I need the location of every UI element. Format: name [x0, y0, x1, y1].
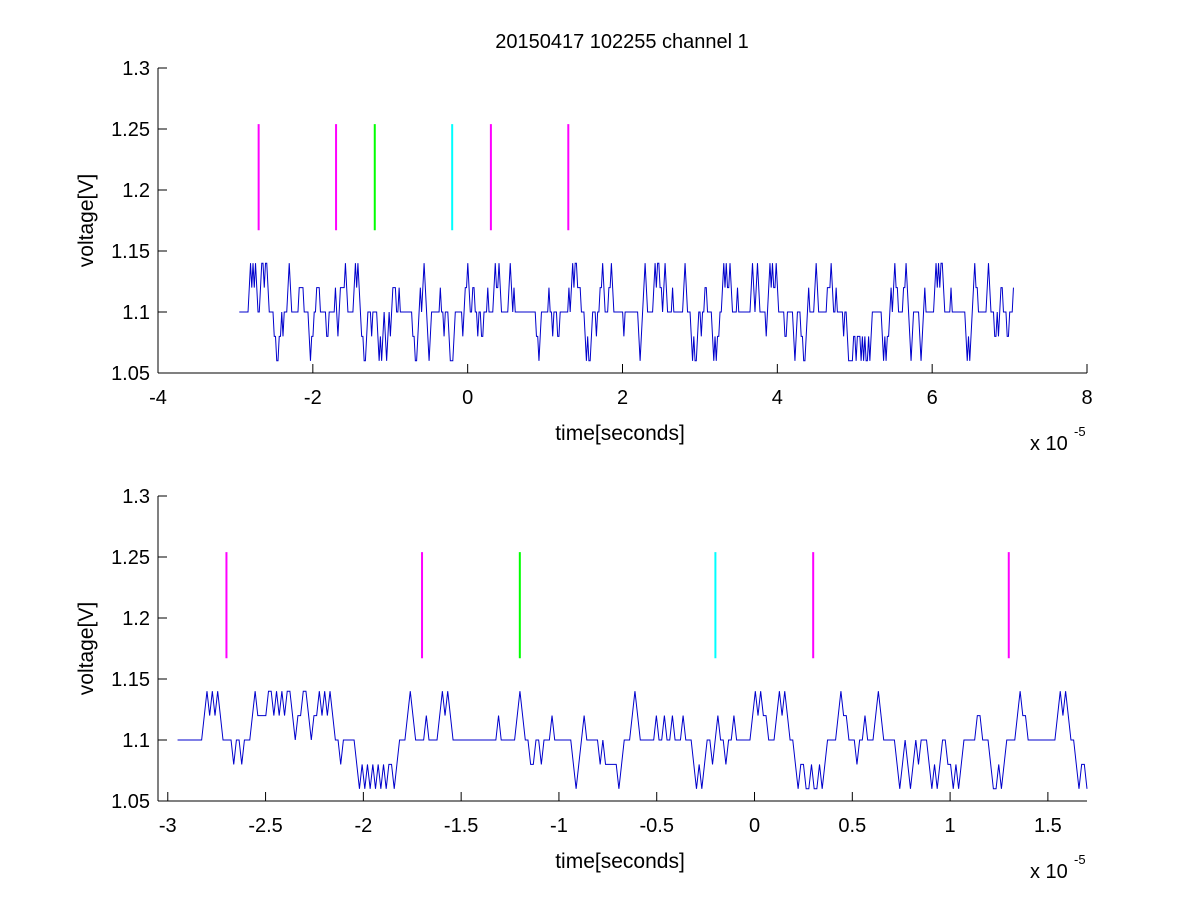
chart1-x-tick-label-2: -2 — [304, 387, 322, 409]
chart1-x-tick-label-6: 6 — [927, 387, 938, 409]
chart2-y-tick-label-4: 1.2 — [122, 608, 150, 630]
chart1-y-tick-label-6: 1.3 — [122, 58, 150, 80]
figure-title: 20150417 102255 channel 1 — [495, 31, 749, 53]
chart2-x-tick-label-4: -1.5 — [444, 815, 478, 837]
chart1-y-tick-label-1: 1.05 — [111, 363, 150, 385]
chart1-x-axis-label: time[seconds] — [555, 422, 685, 445]
top-plot-panel: -4 -2 0 2 4 6 8 1.05 1.1 1.15 1.2 1.25 1.3 time[secon… — [75, 58, 1093, 455]
chart2-x-tick-label-3: -2 — [354, 815, 372, 837]
chart2-y-tick-label-3: 1.15 — [111, 669, 150, 691]
chart2-signal-line — [177, 690, 1088, 790]
chart2-x-tick-label-1: -3 — [159, 815, 177, 837]
chart2-x-tick-label-9: 1 — [945, 815, 956, 837]
chart1-x-exponent-power: -5 — [1074, 424, 1086, 439]
chart1-signal-line — [239, 262, 1014, 362]
chart1-y-axis-label: voltage[V] — [75, 174, 98, 267]
chart1-x-tick-label-3: 0 — [462, 387, 473, 409]
chart1-x-exponent-base: x 10 — [1030, 433, 1068, 455]
chart2-x-axis-label: time[seconds] — [555, 850, 685, 873]
chart2-x-exponent-power: -5 — [1074, 852, 1086, 867]
bottom-plot-panel: -3 -2.5 -2 -1.5 -1 -0.5 0 0.5 1 1.5 1.05 1.1 1.15 1.2… — [75, 486, 1088, 883]
chart2-y-tick-label-2: 1.1 — [122, 730, 150, 752]
chart1-y-tick-label-4: 1.2 — [122, 180, 150, 202]
chart2-x-tick-label-7: 0 — [749, 815, 760, 837]
chart2-y-tick-label-6: 1.3 — [122, 486, 150, 508]
chart1-y-tick-label-3: 1.15 — [111, 241, 150, 263]
chart2-y-tick-label-5: 1.25 — [111, 547, 150, 569]
chart2-x-exponent-base: x 10 — [1030, 861, 1068, 883]
chart2-x-tick-label-6: -0.5 — [639, 815, 673, 837]
chart2-x-tick-label-2: -2.5 — [248, 815, 282, 837]
chart2-x-tick-label-5: -1 — [550, 815, 568, 837]
chart1-x-tick-label-5: 4 — [772, 387, 783, 409]
chart1-x-tick-label-1: -4 — [149, 387, 167, 409]
chart2-x-tick-label-10: 1.5 — [1034, 815, 1062, 837]
chart1-y-tick-label-2: 1.1 — [122, 302, 150, 324]
chart1-x-tick-label-7: 8 — [1081, 387, 1092, 409]
chart1-y-tick-label-5: 1.25 — [111, 119, 150, 141]
chart2-y-tick-label-1: 1.05 — [111, 791, 150, 813]
chart1-x-tick-label-4: 2 — [617, 387, 628, 409]
chart2-y-axis-label: voltage[V] — [75, 602, 98, 695]
chart2-x-tick-label-8: 0.5 — [838, 815, 866, 837]
